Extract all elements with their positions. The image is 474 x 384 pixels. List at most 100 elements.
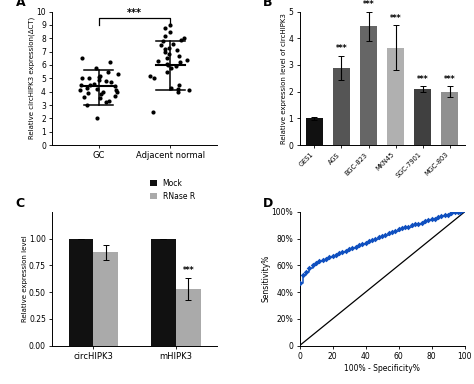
Point [447, 210, 455, 216]
Point [165, 51, 173, 57]
Point [306, 265, 313, 271]
Point [398, 225, 406, 231]
Point [441, 212, 448, 218]
Point [168, 84, 175, 91]
Point [76, 87, 83, 93]
Point [78, 82, 85, 88]
Point [86, 75, 93, 81]
Point [326, 254, 333, 260]
Point [378, 233, 386, 239]
Bar [306, 118, 323, 145]
Point [104, 69, 111, 75]
Text: ***: *** [363, 0, 374, 9]
Legend: Mock, RNase R: Mock, RNase R [146, 176, 198, 204]
Point [106, 59, 114, 65]
Point [78, 75, 85, 81]
Text: ***: *** [444, 75, 456, 84]
Text: ***: *** [390, 14, 401, 23]
Point [94, 115, 101, 121]
Bar [93, 252, 118, 346]
Text: ***: *** [127, 8, 142, 18]
Point [358, 241, 366, 247]
Point [183, 56, 191, 63]
Bar [69, 239, 93, 346]
Point [428, 215, 435, 222]
Point [162, 25, 169, 31]
Y-axis label: Relative expression level: Relative expression level [21, 235, 27, 322]
Point [84, 90, 91, 96]
Point [163, 55, 171, 61]
Point [444, 212, 452, 218]
Point [111, 93, 119, 99]
Point [368, 237, 376, 243]
Text: ***: *** [417, 75, 428, 84]
Point [164, 61, 171, 67]
Point [415, 221, 422, 227]
Point [319, 257, 327, 263]
Point [146, 73, 154, 79]
Point [111, 83, 119, 89]
Point [411, 221, 419, 227]
Point [451, 209, 458, 215]
Point [388, 229, 396, 235]
Point [312, 260, 320, 266]
Point [161, 33, 169, 39]
Point [176, 59, 184, 65]
Point [302, 269, 310, 275]
Point [175, 53, 183, 59]
Point [96, 95, 103, 101]
Point [83, 102, 91, 108]
Point [296, 280, 303, 286]
Point [424, 217, 432, 223]
Bar [414, 89, 431, 145]
Text: C: C [16, 197, 25, 210]
Point [78, 55, 85, 61]
Point [372, 236, 379, 242]
Bar [151, 239, 176, 346]
Point [454, 209, 462, 215]
Point [112, 87, 120, 93]
Point [332, 252, 340, 258]
Point [86, 82, 94, 88]
Point [99, 89, 107, 95]
Point [174, 86, 182, 92]
Point [164, 62, 171, 68]
Point [166, 28, 173, 35]
Point [158, 42, 165, 48]
Point [95, 76, 102, 83]
Point [365, 238, 373, 245]
Y-axis label: Relative expression level of circHIPK3: Relative expression level of circHIPK3 [281, 13, 287, 144]
Point [165, 45, 173, 51]
Point [114, 71, 122, 78]
Point [418, 220, 426, 226]
X-axis label: 100% - Specificity%: 100% - Specificity% [344, 364, 420, 372]
Text: A: A [16, 0, 26, 9]
Bar [176, 289, 201, 346]
Point [93, 86, 100, 92]
Point [102, 99, 109, 106]
Point [421, 218, 428, 224]
Text: ***: *** [336, 45, 347, 53]
Point [166, 22, 174, 28]
Point [329, 253, 337, 259]
Y-axis label: Sensitivity%: Sensitivity% [261, 255, 270, 303]
Point [90, 81, 98, 87]
Point [173, 47, 181, 53]
Point [107, 79, 115, 85]
Point [105, 98, 113, 104]
Point [159, 38, 167, 44]
Point [170, 41, 177, 47]
Point [149, 109, 156, 115]
Point [161, 46, 168, 52]
Point [316, 258, 323, 265]
Point [392, 228, 399, 234]
Point [355, 242, 363, 248]
Point [408, 222, 416, 228]
Point [163, 69, 171, 75]
Text: D: D [263, 197, 273, 210]
Point [395, 226, 402, 232]
Point [375, 234, 383, 240]
Point [180, 35, 188, 41]
Point [102, 78, 110, 84]
Point [338, 249, 346, 255]
